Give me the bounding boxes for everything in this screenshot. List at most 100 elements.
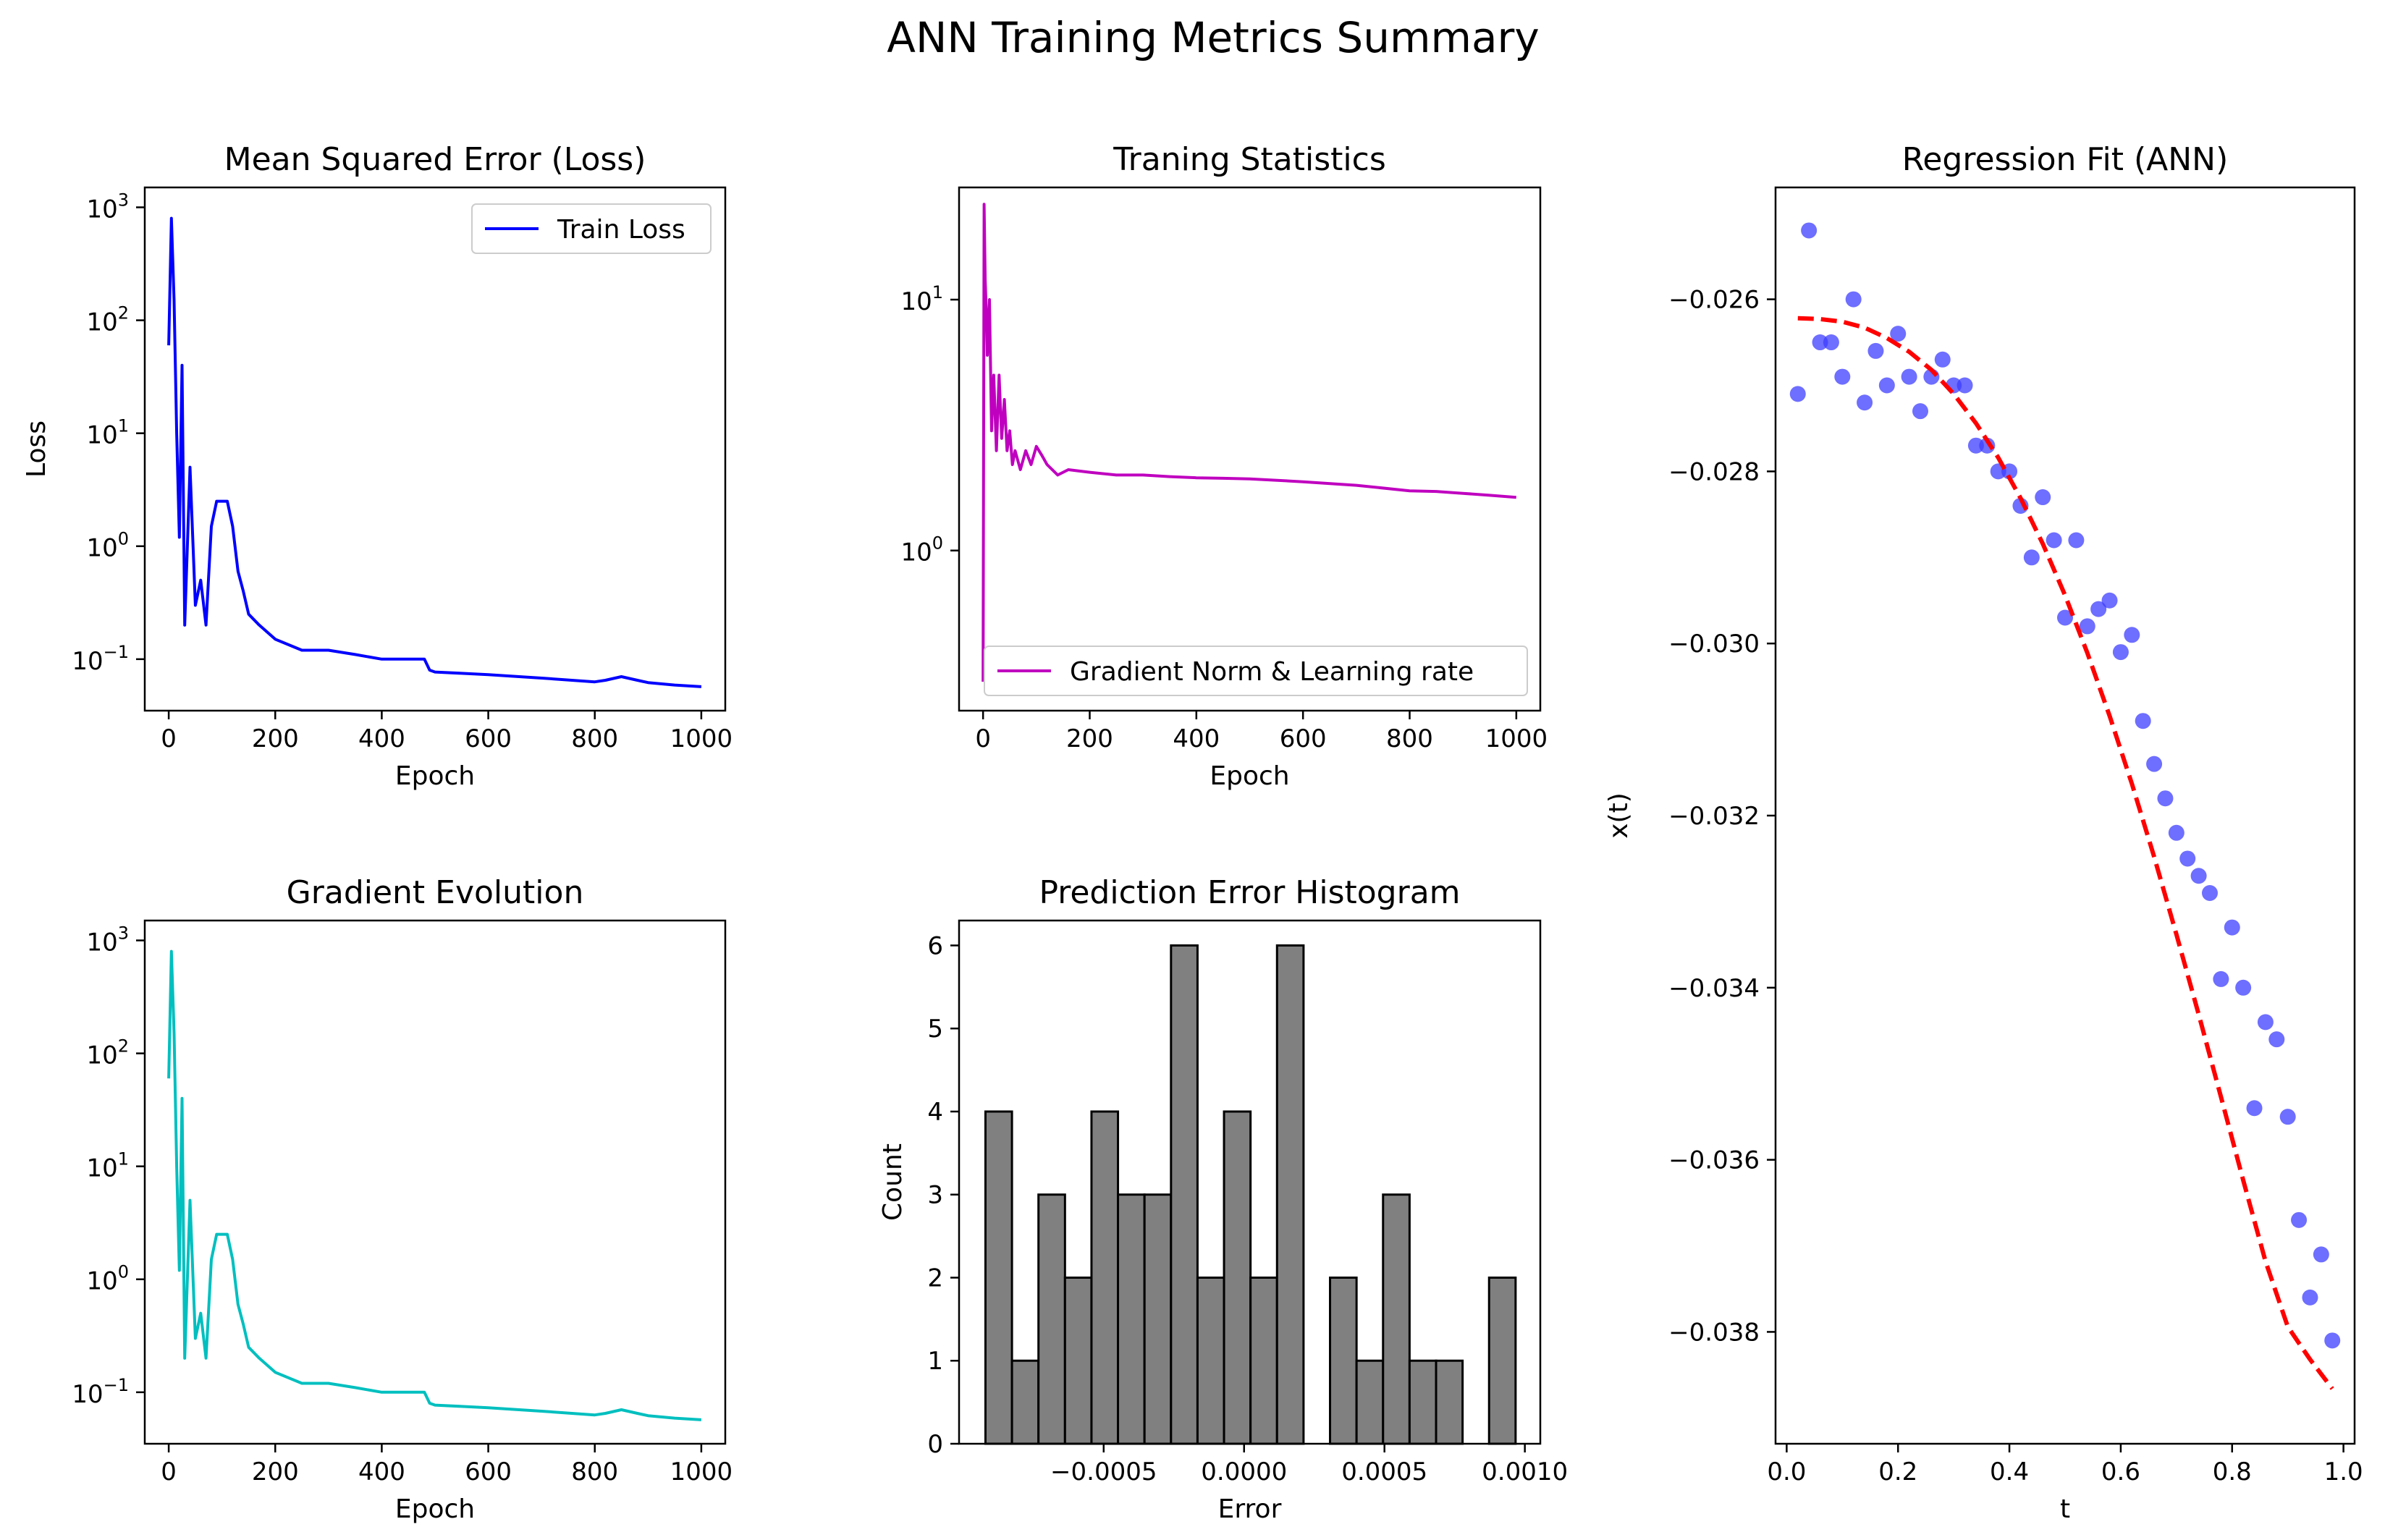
histogram-bar	[1355, 1359, 1385, 1445]
x-tick-label: 0	[975, 724, 991, 753]
y-tick-label: −0.034	[1668, 974, 1760, 1003]
scatter-point	[2179, 850, 2196, 867]
x-axis-label: Epoch	[395, 761, 475, 791]
tick-exponent: 2	[118, 303, 129, 323]
tick-exponent: 3	[118, 190, 129, 210]
x-tick-label: 0.4	[1990, 1458, 2029, 1486]
x-axis-label: Epoch	[395, 1494, 475, 1524]
histogram-bar	[1196, 1276, 1225, 1445]
tick-base: 10	[86, 534, 117, 563]
series-line	[167, 216, 702, 688]
y-tick-label: 100	[86, 529, 129, 563]
gradient-evolution-panel: 0 200 400 600 800 100010−1100101102103Gradien…	[72, 874, 733, 1524]
regression-fit-panel: 0.0 0.2 0.4 0.6 0.8 1.0 −0.026 −0.028 −0.030 −0.0…	[1604, 141, 2363, 1524]
scatter-point	[2279, 1109, 2296, 1125]
y-axis-label: Loss	[22, 420, 51, 478]
scatter-point	[1890, 326, 1907, 342]
tick-base: 10	[86, 421, 117, 450]
x-tick-label: 400	[358, 724, 405, 753]
histogram-bar	[1037, 1193, 1066, 1445]
scatter-point	[1878, 377, 1895, 394]
y-tick-label: 101	[86, 416, 129, 450]
chart-title: Traning Statistics	[1113, 141, 1386, 178]
x-tick-label: 0	[161, 1458, 177, 1486]
scatter-point	[1845, 291, 1862, 308]
scatter-point	[2101, 592, 2118, 609]
scatter-point	[2157, 790, 2174, 807]
y-tick-label: 101	[86, 1149, 129, 1183]
chart-title: Mean Squared Error (Loss)	[224, 141, 646, 178]
scatter-point	[2135, 713, 2151, 729]
x-axis-label: Error	[1218, 1494, 1282, 1524]
x-tick-label: 1000	[670, 1458, 733, 1486]
scatter-point	[1834, 368, 1851, 385]
y-tick-label: 10−1	[72, 642, 129, 676]
tick-base: 10	[86, 1154, 117, 1183]
axes-frame	[958, 919, 1542, 1445]
scatter-point	[1812, 334, 1828, 351]
tick-exponent: 0	[118, 529, 129, 549]
y-tick-label: 0	[927, 1430, 943, 1459]
histogram-bar	[1275, 944, 1305, 1445]
tick-base: 10	[900, 538, 932, 567]
x-tick-label: 0.0000	[1201, 1458, 1287, 1486]
x-tick-label: 600	[465, 724, 512, 753]
y-axis-label: x(t)	[1604, 792, 1634, 839]
x-tick-label: 800	[571, 1458, 618, 1486]
y-tick-label: 102	[86, 1036, 129, 1070]
scatter-point	[2124, 627, 2140, 643]
scatter-point	[1912, 403, 1928, 420]
y-tick-label: 10−1	[72, 1375, 129, 1409]
y-tick-label: 4	[927, 1098, 943, 1127]
scatter-point	[2302, 1289, 2318, 1306]
scatter-point	[1789, 386, 1806, 402]
tick-base: 10	[86, 195, 117, 224]
scatter-point	[2035, 489, 2051, 506]
tick-exponent: −1	[104, 642, 129, 662]
scatter-point	[1934, 351, 1951, 368]
scatter-point	[2313, 1246, 2329, 1263]
tick-exponent: 0	[118, 1262, 129, 1282]
histogram-bar	[1090, 1110, 1120, 1445]
scatter-point	[1823, 334, 1839, 351]
chart-title: Regression Fit (ANN)	[1902, 141, 2228, 178]
scatter-point	[1967, 437, 1984, 454]
scatter-point	[1857, 394, 1873, 411]
x-tick-label: 600	[1280, 724, 1327, 753]
scatter-point	[2268, 1031, 2285, 1048]
x-tick-label: 200	[252, 724, 299, 753]
series-line	[982, 203, 1516, 682]
y-tick-label: −0.032	[1668, 802, 1760, 831]
x-tick-label: 800	[571, 724, 618, 753]
x-tick-label: 600	[465, 1458, 512, 1486]
y-tick-label: 101	[900, 282, 943, 316]
scatter-point	[2291, 1211, 2308, 1228]
x-tick-label: 0.2	[1878, 1458, 1917, 1486]
scatter-point	[2257, 1014, 2274, 1031]
series-line	[167, 949, 702, 1421]
scatter-point	[2224, 919, 2240, 936]
histogram-bar	[1408, 1359, 1438, 1445]
tick-base: 10	[72, 1380, 103, 1409]
x-tick-label: 200	[252, 1458, 299, 1486]
tick-exponent: −1	[104, 1375, 129, 1395]
histogram-bar	[1143, 1193, 1173, 1445]
histogram-bar	[1249, 1276, 1278, 1445]
x-axis-label: t	[2060, 1494, 2070, 1524]
figure-title: ANN Training Metrics Summary	[887, 13, 1539, 62]
scatter-point	[1867, 342, 1884, 359]
x-tick-label: 0	[161, 724, 177, 753]
scatter-point	[2046, 532, 2062, 549]
scatter-point	[2324, 1332, 2341, 1349]
error-histogram-panel: −0.0005 0.0000 0.0005 0.0010 0 1 2 3 4 5 6 Predicti…	[878, 874, 1568, 1524]
y-tick-label: 2	[927, 1264, 943, 1292]
scatter-point	[2235, 979, 2252, 996]
x-tick-label: 400	[1173, 724, 1220, 753]
chart-title: Prediction Error Histogram	[1039, 874, 1460, 911]
histogram-bar	[1487, 1276, 1517, 1445]
y-tick-label: 1	[927, 1347, 943, 1376]
histogram-bar	[1010, 1359, 1040, 1445]
y-axis-label: Count	[878, 1143, 908, 1221]
